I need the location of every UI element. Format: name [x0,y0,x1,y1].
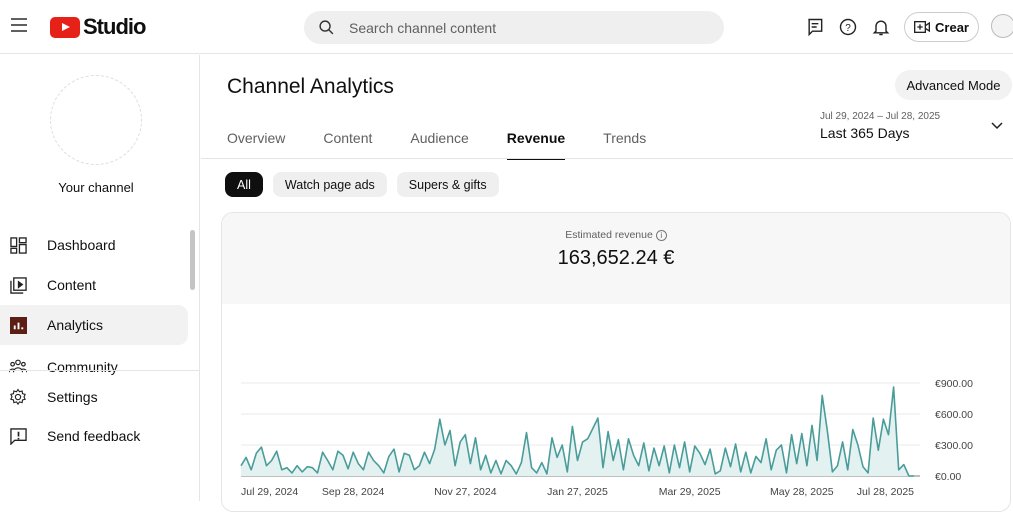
tab-content[interactable]: Content [323,130,373,146]
your-channel-label[interactable]: Your channel [58,180,134,195]
date-range-selector[interactable]: Jul 29, 2024 – Jul 28, 2025 Last 365 Day… [820,111,941,141]
y-tick-label: €600.00 [935,409,973,421]
x-tick-label: Nov 27, 2024 [434,486,497,498]
page-title: Channel Analytics [227,75,394,98]
settings-icon [9,388,27,406]
search-input[interactable]: Search channel content [304,11,724,44]
tab-trends[interactable]: Trends [603,130,647,146]
sidebar-divider [0,370,200,371]
revenue-card: Estimated revenue i 163,652.24 € €0.00 €3… [221,212,1011,512]
advanced-mode-button[interactable]: Advanced Mode [895,70,1012,100]
chip-supers-gifts[interactable]: Supers & gifts [396,172,499,197]
analytics-tabs: Overview Content Audience Revenue Trends [227,130,646,160]
account-avatar[interactable] [991,14,1013,38]
dashboard-icon [9,236,27,254]
sidebar-item-analytics[interactable]: Analytics [0,305,188,345]
sidebar-item-dashboard[interactable]: Dashboard [0,225,188,265]
tab-revenue[interactable]: Revenue [506,130,566,160]
youtube-logo-icon [50,16,80,38]
tab-overview[interactable]: Overview [227,130,286,146]
metric-value: 163,652.24 € [557,247,675,269]
metric-label: Estimated revenue [565,229,653,241]
x-tick-label: Mar 29, 2025 [659,486,721,498]
community-icon [9,357,27,375]
sidebar-item-send-feedback[interactable]: Send feedback [0,416,188,456]
x-tick-label: May 28, 2025 [770,486,834,498]
sidebar-item-community[interactable]: Community [0,345,188,375]
help-icon[interactable]: ? [838,17,858,37]
revenue-chart[interactable]: €0.00 €300.00 €600.00 €900.00 Jul 29, 2024 Se… [222,304,1011,512]
studio-logo[interactable]: Studio [50,14,146,40]
tabs-divider [201,158,1013,159]
revenue-line [240,386,914,477]
create-button[interactable]: Crear [904,12,979,42]
channel-avatar[interactable] [50,75,142,165]
sidebar-scrollbar[interactable] [190,230,195,290]
metric-header[interactable]: Estimated revenue i 163,652.24 € [222,213,1010,304]
sidebar: Your channel Dashboard Content Analytics… [0,55,200,501]
create-video-icon [914,21,931,33]
feedback-icon [9,427,27,445]
svg-text:?: ? [845,23,851,34]
info-icon[interactable]: i [655,229,667,241]
x-tick-label: Jan 27, 2025 [547,486,608,498]
search-icon [319,20,334,35]
y-tick-label: €900.00 [935,378,973,390]
sidebar-item-settings[interactable]: Settings [0,377,188,417]
analytics-icon [9,316,27,334]
content-icon [9,276,27,294]
menu-icon[interactable] [11,18,27,36]
top-bar: Studio Search channel content ? Crear [0,0,1013,54]
x-tick-label: Sep 28, 2024 [322,486,385,498]
y-tick-label: €300.00 [935,440,973,452]
notifications-icon[interactable] [871,17,891,37]
main-content: Channel Analytics Advanced Mode Overview… [201,55,1013,512]
sidebar-item-content[interactable]: Content [0,265,188,305]
chip-watch-page-ads[interactable]: Watch page ads [272,172,387,197]
x-tick-label: Jul 29, 2024 [241,486,298,498]
x-tick-label: Jul 28, 2025 [857,486,914,498]
chevron-down-icon[interactable] [991,122,1003,130]
subtitles-icon[interactable] [805,17,825,37]
y-tick-label: €0.00 [935,471,961,483]
tab-audience[interactable]: Audience [410,130,469,146]
chip-all[interactable]: All [225,172,263,197]
revenue-filter-chips: All Watch page ads Supers & gifts [225,172,499,197]
